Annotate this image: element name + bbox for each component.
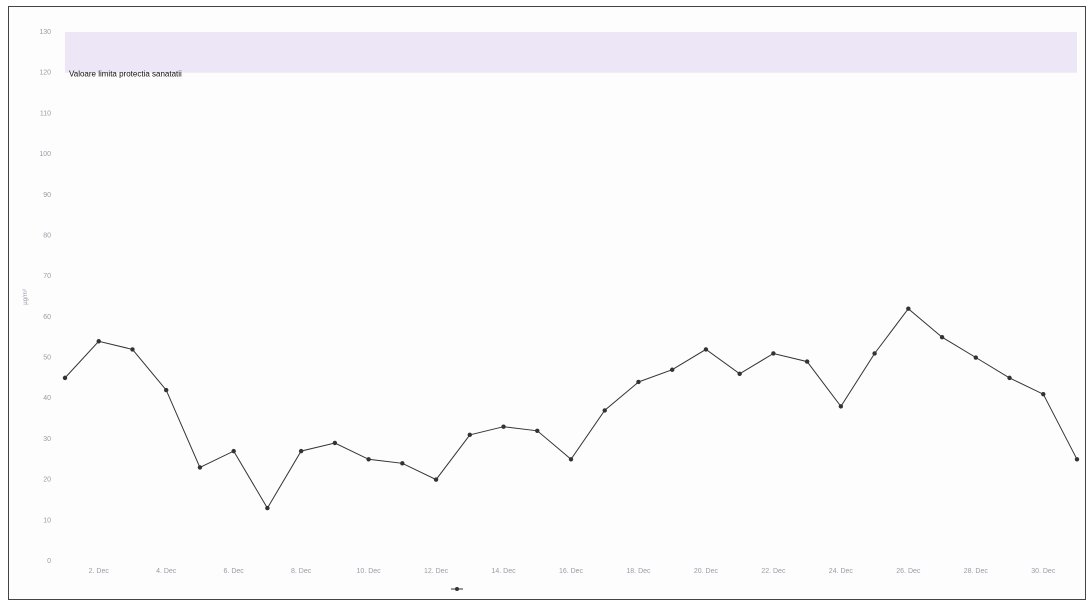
x-tick-label: 30. Dec <box>1031 568 1056 575</box>
data-point[interactable] <box>568 457 574 462</box>
line-chart: µg/m³ Valoare limita protectia sanatatii… <box>23 29 1080 591</box>
data-point[interactable] <box>130 347 135 352</box>
x-tick-label: 6. Dec <box>224 568 245 575</box>
data-point[interactable] <box>737 371 742 377</box>
x-tick-label: 4. Dec <box>156 568 177 575</box>
series-layer <box>62 306 1080 511</box>
data-point[interactable] <box>197 465 203 470</box>
data-point[interactable] <box>231 448 236 454</box>
x-tick-label: 24. Dec <box>829 568 854 575</box>
y-tick-label: 130 <box>39 29 51 36</box>
y-tick-label: 120 <box>39 70 51 77</box>
y-axis-label: µg/m³ <box>23 289 29 304</box>
x-tick-label: 8. Dec <box>291 568 312 575</box>
y-tick-label: 100 <box>39 151 51 158</box>
y-tick-label: 40 <box>43 395 51 402</box>
y-tick-label: 90 <box>43 192 51 199</box>
limit-band <box>65 32 1077 73</box>
data-point[interactable] <box>298 448 304 454</box>
data-point[interactable] <box>703 347 709 352</box>
legend[interactable] <box>451 587 463 591</box>
x-tick-label: 26. Dec <box>896 568 921 575</box>
y-tick-label: 20 <box>43 477 51 484</box>
y-tick-label: 60 <box>43 314 51 321</box>
y-tick-label: 80 <box>43 232 51 239</box>
x-tick-label: 22. Dec <box>761 568 786 575</box>
data-point[interactable] <box>501 424 506 429</box>
series-line <box>64 307 1078 510</box>
data-point[interactable] <box>1074 457 1080 462</box>
x-tick-label: 14. Dec <box>491 568 516 575</box>
x-tick-label: 12. Dec <box>424 568 449 575</box>
y-tick-label: 110 <box>40 110 51 117</box>
chart-frame: µg/m³ Valoare limita protectia sanatatii… <box>8 6 1086 600</box>
data-point[interactable] <box>332 440 338 446</box>
data-point[interactable] <box>366 457 371 462</box>
y-tick-label: 70 <box>43 273 51 280</box>
legend-marker <box>455 587 459 591</box>
data-point[interactable] <box>467 432 472 438</box>
data-point[interactable] <box>636 379 641 385</box>
x-tick-label: 16. Dec <box>559 568 584 575</box>
data-point[interactable] <box>804 359 810 364</box>
data-point[interactable] <box>906 306 911 311</box>
data-point[interactable] <box>973 355 978 360</box>
data-point[interactable] <box>62 375 68 381</box>
limit-band-layer: Valoare limita protectia sanatatii <box>65 32 1077 79</box>
data-point[interactable] <box>1041 391 1046 397</box>
y-tick-label: 50 <box>43 355 51 362</box>
x-tick-label: 2. Dec <box>89 568 110 575</box>
y-tick-label: 10 <box>43 517 51 524</box>
y-tick-label: 30 <box>43 436 51 443</box>
limit-band-label: Valoare limita protectia sanatatii <box>69 70 182 79</box>
x-tick-label: 28. Dec <box>964 568 989 575</box>
y-tick-label: 0 <box>47 558 51 565</box>
x-tick-label: 20. Dec <box>694 568 719 575</box>
data-point[interactable] <box>838 404 844 409</box>
data-point[interactable] <box>939 334 945 340</box>
data-point[interactable] <box>265 505 270 511</box>
data-point[interactable] <box>164 387 169 393</box>
data-point[interactable] <box>535 428 540 433</box>
data-point[interactable] <box>1007 375 1012 381</box>
data-point[interactable] <box>433 477 439 482</box>
x-axis: 2. Dec 4. Dec 6. Dec 8. Dec 10. Dec 12. Dec 14… <box>89 568 1056 575</box>
data-point[interactable] <box>96 339 101 344</box>
x-tick-label: 10. Dec <box>357 568 382 575</box>
x-tick-label: 18. Dec <box>626 568 651 575</box>
y-axis: 0 10 20 30 40 50 60 70 80 90 100 110 120 130 <box>39 29 51 565</box>
data-point[interactable] <box>602 408 607 413</box>
data-point[interactable] <box>400 461 405 466</box>
data-point[interactable] <box>771 351 776 356</box>
data-point[interactable] <box>670 367 675 372</box>
data-point[interactable] <box>872 351 877 356</box>
